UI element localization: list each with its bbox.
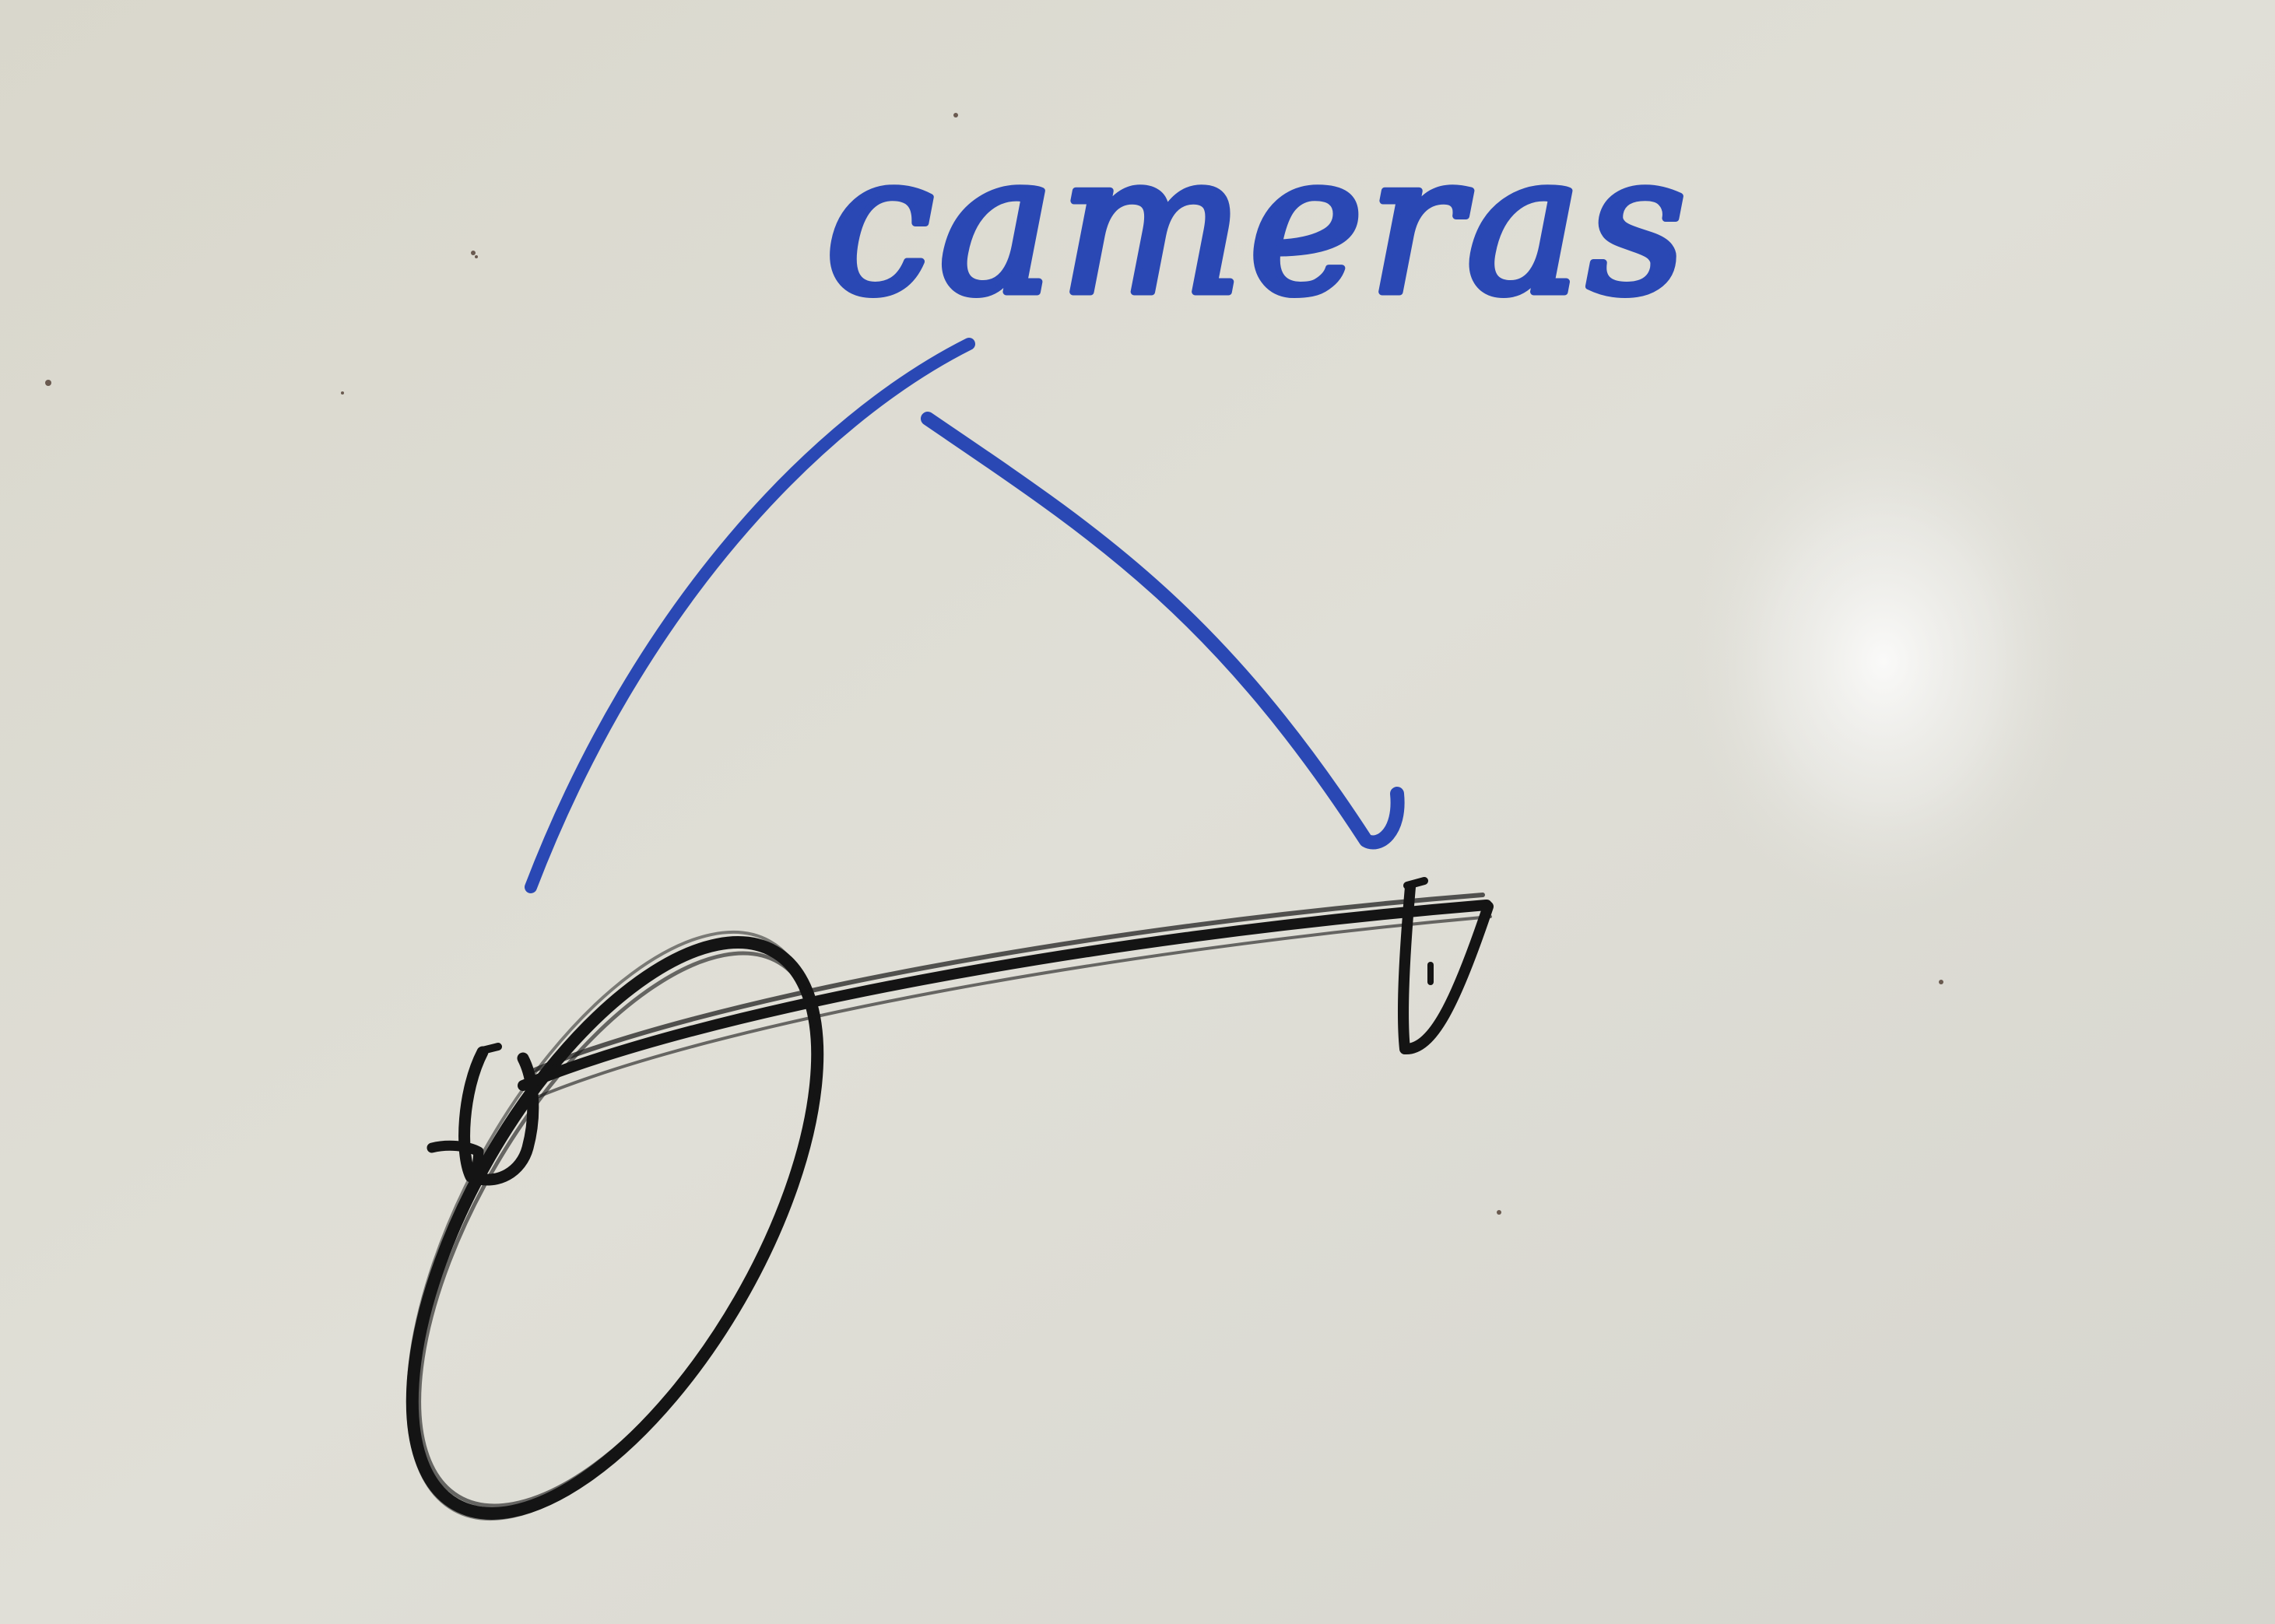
right-camera-icon: [1397, 877, 1494, 1054]
board-specks: [45, 113, 1943, 1215]
left-camera-ray: [525, 338, 975, 893]
camera-baseline-bar: [518, 893, 1492, 1099]
cameras-label: cameras: [825, 111, 1691, 338]
right-camera-ray: [921, 412, 1405, 850]
light-glare: [1681, 405, 2086, 918]
left-camera-icon: [427, 1043, 539, 1186]
